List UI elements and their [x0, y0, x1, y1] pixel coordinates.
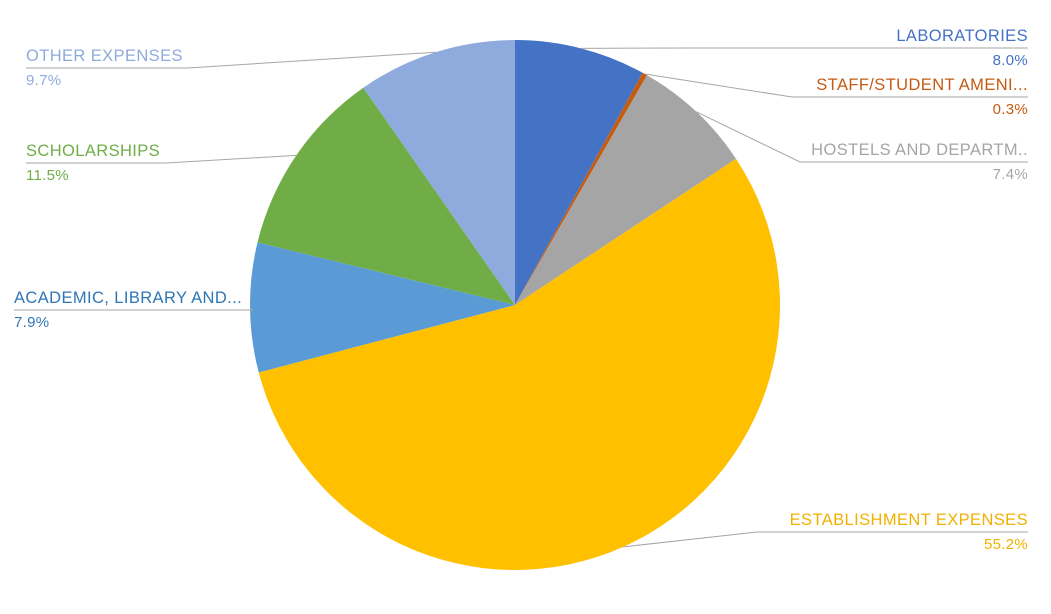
pie-slice-5 [257, 87, 515, 305]
pie-slice-3 [258, 158, 780, 570]
leader-line-6 [26, 51, 436, 69]
leader-line-2 [696, 111, 1028, 163]
leader-line-3 [623, 531, 1028, 548]
pie-slice-6 [363, 40, 515, 305]
leader-line-4 [14, 307, 254, 311]
pie-slice-2 [515, 75, 737, 306]
pie-slice-0 [515, 40, 643, 305]
pie-slice-4 [250, 242, 515, 373]
leader-line-1 [644, 73, 1028, 98]
pie-slice-1 [515, 72, 648, 305]
leader-line-5 [26, 154, 297, 164]
